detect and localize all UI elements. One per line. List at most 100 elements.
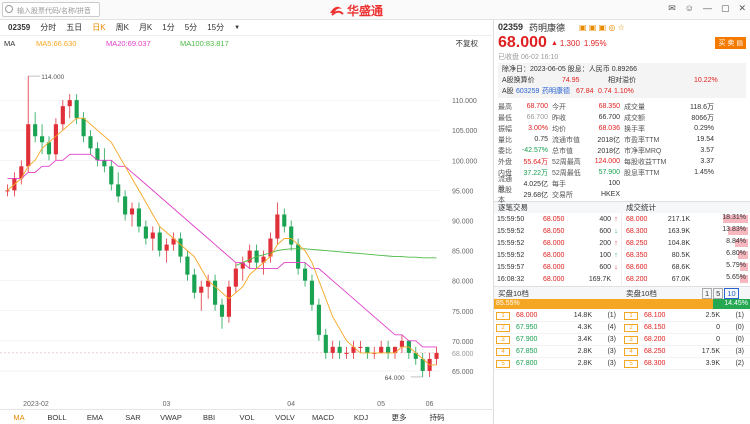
sell-level: 1 xyxy=(624,311,638,320)
stat-volume: 80.5K xyxy=(671,251,690,259)
candle-body xyxy=(289,226,294,245)
candle-body xyxy=(261,256,266,263)
depth-10-button[interactable]: 10 xyxy=(724,287,739,299)
tab-vwap[interactable]: VWAP xyxy=(160,412,182,422)
stat-label: 内盘 xyxy=(498,169,512,177)
tab-kdj[interactable]: KDJ xyxy=(353,412,369,422)
tab-15min[interactable]: 15分 xyxy=(207,23,225,32)
depth-5-button[interactable]: 5 xyxy=(713,287,724,299)
candle-body xyxy=(399,340,405,347)
volume-stat-row: 68.250 104.8K 8.84% xyxy=(622,237,750,249)
user-icon[interactable]: ☺ xyxy=(684,3,694,13)
stat-label: 换手率 xyxy=(624,125,645,133)
buy-price: 68.000 xyxy=(516,312,538,319)
candle-body xyxy=(213,280,218,305)
close-icon[interactable]: ✕ xyxy=(738,3,746,13)
kline-chart[interactable]: 110.000 105.000 100.000 95.000 90.000 85.000 8… xyxy=(0,50,492,409)
tick-volume: 600 xyxy=(599,263,611,271)
stat-label: 振幅 xyxy=(498,125,512,133)
tab-more[interactable]: 更多 xyxy=(391,412,407,422)
stat-label: 成交额 xyxy=(624,114,645,122)
tab-vol[interactable]: VOL xyxy=(239,412,255,422)
sell-price: 68.200 xyxy=(644,336,666,343)
buy-level: 4 xyxy=(496,347,510,356)
stats-row: 委比 -42.57% 总市值 2018亿 市净率MRQ 3.57 xyxy=(498,145,746,156)
tab-chip[interactable]: 持码 xyxy=(429,412,445,422)
stat-pct: 18.31% xyxy=(722,214,746,221)
ticks-title[interactable]: 逐笔交易 xyxy=(498,203,528,212)
candle-body xyxy=(434,352,439,359)
brand-name: 华盛通 xyxy=(347,3,384,18)
tab-ema[interactable]: EMA xyxy=(86,412,104,422)
a-share-name[interactable]: 药明康德 xyxy=(542,88,570,95)
stat-volume: 217.1K xyxy=(667,215,690,223)
candle-body xyxy=(219,304,225,317)
tab-bbi[interactable]: BBI xyxy=(202,412,216,422)
a-share-code[interactable]: 603259 xyxy=(516,88,540,95)
volume-stat-row: 68.350 80.5K 6.80% xyxy=(622,249,750,261)
candle-body xyxy=(39,136,45,143)
stat-value: 3.57 xyxy=(700,147,714,154)
tab-volv[interactable]: VOLV xyxy=(275,412,295,422)
buy-depth-row[interactable]: 1 68.000 14.8K (1) xyxy=(494,310,622,322)
minimize-icon[interactable]: — xyxy=(702,3,712,13)
buy-volume: 3.4K xyxy=(577,336,592,343)
search-input[interactable]: 输入股票代码/名称/拼音 xyxy=(2,2,100,17)
candle-body xyxy=(365,346,370,353)
candle-body xyxy=(192,274,197,293)
tab-five-day[interactable]: 五日 xyxy=(66,23,83,32)
candle-body xyxy=(386,346,391,353)
restore-icon[interactable]: ▢ xyxy=(720,3,730,13)
buy-depth-row[interactable]: 5 67.800 2.8K (3) xyxy=(494,358,622,370)
adjust-select[interactable]: 不复权 xyxy=(455,38,479,48)
ma-legend: MA MA5:66.630 MA20:69.037 MA100:83.817 不… xyxy=(0,37,492,49)
tab-daily-k[interactable]: 日K xyxy=(92,23,106,32)
high-annotation: 114.000 xyxy=(41,74,64,81)
last-price-label: 68.000 xyxy=(452,351,474,358)
tab-sar[interactable]: SAR xyxy=(125,412,141,422)
tick-time: 15:59:50 xyxy=(497,215,525,223)
stats-row: 振幅 3.00% 均价 68.036 换手率 0.29% xyxy=(498,123,746,134)
tab-ma[interactable]: MA xyxy=(13,412,25,422)
chevron-down-icon[interactable]: ▼ xyxy=(234,24,241,31)
sell-depth-row[interactable]: 4 68.250 17.5K (3) xyxy=(622,346,750,358)
tab-intraday[interactable]: 分时 xyxy=(40,23,57,32)
buy-depth-row[interactable]: 3 67.900 3.4K (3) xyxy=(494,334,622,346)
a-share-last: 67.84 xyxy=(576,88,594,95)
window-controls: ✉ ☺ — ▢ ✕ xyxy=(668,3,746,14)
buy-level: 5 xyxy=(496,359,510,368)
tab-monthly-k[interactable]: 月K xyxy=(138,23,153,32)
brand-logo: 华盛通 xyxy=(328,1,383,19)
sell-depth-row[interactable]: 2 68.150 0 (0) xyxy=(622,322,750,334)
stat-label: 委比 xyxy=(498,147,512,155)
tick-price: 68.050 xyxy=(543,227,565,235)
sell-depth-row[interactable]: 3 68.200 0 (0) xyxy=(622,334,750,346)
tab-weekly-k[interactable]: 周K xyxy=(115,23,129,32)
buy-price: 67.800 xyxy=(516,360,538,367)
buy-depth-row[interactable]: 2 67.950 4.3K (4) xyxy=(494,322,622,334)
candle-body xyxy=(351,346,356,353)
sell-volume: 17.5K xyxy=(701,348,720,355)
mail-icon[interactable]: ✉ xyxy=(668,3,676,13)
tick-price: 68.050 xyxy=(543,215,565,223)
alert-icon[interactable]: ▣ ▣ ▣ ◎ ☆ xyxy=(579,22,625,32)
sell-depth-row[interactable]: 1 68.100 2.5K (1) xyxy=(622,310,750,322)
volume-stat-row: 68.300 163.9K 13.83% xyxy=(622,225,750,237)
tab-macd[interactable]: MACD xyxy=(311,412,335,422)
sell-price: 68.250 xyxy=(644,348,666,355)
tab-boll[interactable]: BOLL xyxy=(47,412,67,422)
stat-value: 2018亿 xyxy=(597,136,620,144)
tab-1min[interactable]: 1分 xyxy=(162,23,175,32)
ma20-value: MA20:69.037 xyxy=(106,38,151,48)
buy-depth-row[interactable]: 4 67.850 2.8K (3) xyxy=(494,346,622,358)
tab-5min[interactable]: 5分 xyxy=(184,23,198,32)
ma100-value: MA100:83.817 xyxy=(180,38,229,48)
stat-price: 68.000 xyxy=(626,215,648,223)
buy-level: 3 xyxy=(496,335,510,344)
sell-depth-row[interactable]: 5 68.300 3.9K (2) xyxy=(622,358,750,370)
depth-1-button[interactable]: 1 xyxy=(702,287,713,299)
sell-price: 68.150 xyxy=(644,324,666,331)
title-bar: 输入股票代码/名称/拼音 华盛通 ✉ ☺ — ▢ ✕ xyxy=(0,0,750,20)
trade-button[interactable]: 买 卖 ▤ xyxy=(715,37,746,49)
stats-title[interactable]: 成交统计 xyxy=(626,203,656,212)
